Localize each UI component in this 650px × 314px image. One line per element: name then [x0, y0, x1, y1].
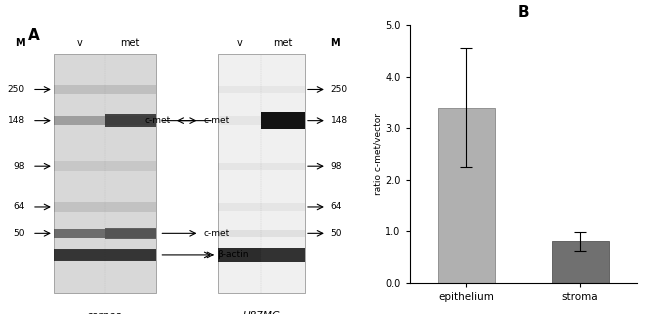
Bar	[54, 53, 156, 293]
Bar	[218, 116, 261, 125]
Bar	[54, 116, 156, 125]
Bar	[552, 241, 608, 283]
Bar	[54, 161, 156, 171]
Bar	[54, 202, 156, 212]
Text: 148: 148	[8, 116, 25, 125]
Bar	[54, 229, 105, 238]
Bar	[54, 116, 105, 125]
Bar	[261, 248, 305, 262]
Text: 98: 98	[13, 162, 25, 171]
Text: 250: 250	[330, 85, 348, 94]
Bar	[218, 230, 305, 237]
Text: 50: 50	[330, 229, 342, 238]
Text: 64: 64	[14, 203, 25, 211]
Text: cornea: cornea	[87, 311, 123, 314]
Text: β-actin: β-actin	[218, 250, 249, 259]
Text: v: v	[237, 38, 242, 48]
Bar	[218, 203, 305, 211]
Text: 64: 64	[330, 203, 342, 211]
Text: M: M	[15, 38, 25, 48]
Y-axis label: ratio c-met/vector: ratio c-met/vector	[373, 113, 382, 195]
Text: U87MG: U87MG	[242, 311, 280, 314]
Bar	[54, 250, 156, 260]
Bar	[54, 229, 156, 238]
Bar	[438, 107, 495, 283]
Text: 50: 50	[13, 229, 25, 238]
Text: c-met: c-met	[144, 116, 170, 125]
Text: c-met: c-met	[203, 116, 229, 125]
Text: 148: 148	[330, 116, 348, 125]
Bar	[218, 248, 261, 262]
Text: met: met	[274, 38, 293, 48]
Text: M: M	[330, 38, 340, 48]
Bar	[54, 249, 156, 261]
Bar	[218, 53, 305, 293]
Bar	[105, 114, 156, 127]
Text: met: met	[120, 38, 140, 48]
Bar	[218, 86, 305, 93]
Bar	[54, 85, 156, 94]
Text: v: v	[77, 38, 82, 48]
Text: c-met: c-met	[203, 229, 229, 238]
Bar	[261, 112, 305, 129]
Text: 250: 250	[8, 85, 25, 94]
Title: B: B	[517, 5, 529, 20]
Bar	[105, 228, 156, 239]
Bar	[218, 163, 305, 170]
Text: 98: 98	[330, 162, 342, 171]
Text: A: A	[29, 28, 40, 42]
